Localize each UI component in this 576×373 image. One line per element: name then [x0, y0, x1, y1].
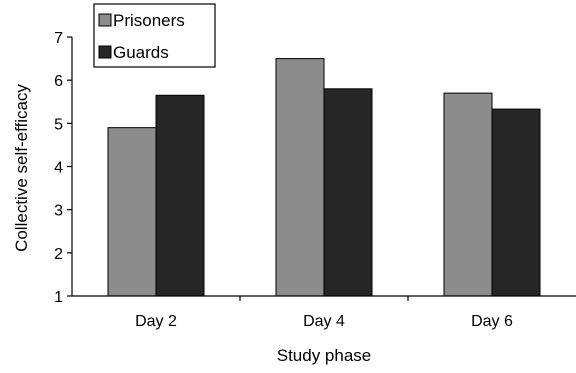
bar-prisoners-day-4: [275, 58, 325, 297]
bar-guards-day-6: [491, 108, 541, 297]
bar-guards-day-2: [155, 94, 205, 297]
x-tick-label: Day 6: [471, 313, 513, 330]
y-tick-label: 4: [54, 160, 63, 177]
legend-swatch-guards: [98, 45, 112, 59]
legend-swatch-prisoners: [98, 13, 112, 27]
y-axis-ticks: 1 2 3 4 5 6 7: [54, 30, 72, 306]
y-axis-title: Collective self-efficacy: [12, 84, 31, 252]
bar-guards-day-4: [323, 88, 373, 297]
x-axis-title: Study phase: [277, 346, 372, 365]
y-tick-label: 1: [54, 289, 63, 306]
legend-label-prisoners: Prisoners: [113, 11, 185, 30]
legend-label-guards: Guards: [113, 43, 169, 62]
y-tick-label: 3: [54, 203, 63, 220]
y-tick-label: 5: [54, 116, 63, 133]
legend-box: [93, 3, 216, 68]
bars-layer: [107, 58, 541, 297]
x-tick-label: Day 2: [135, 313, 177, 330]
bar-prisoners-day-6: [443, 92, 493, 297]
bar-prisoners-day-2: [107, 127, 157, 297]
y-tick-label: 6: [54, 73, 63, 90]
legend: Prisoners Guards: [93, 3, 216, 68]
x-tick-label: Day 4: [303, 313, 345, 330]
y-tick-label: 7: [54, 30, 63, 47]
y-tick-label: 2: [54, 246, 63, 263]
x-axis-ticks: Day 2 Day 4 Day 6: [135, 296, 513, 330]
